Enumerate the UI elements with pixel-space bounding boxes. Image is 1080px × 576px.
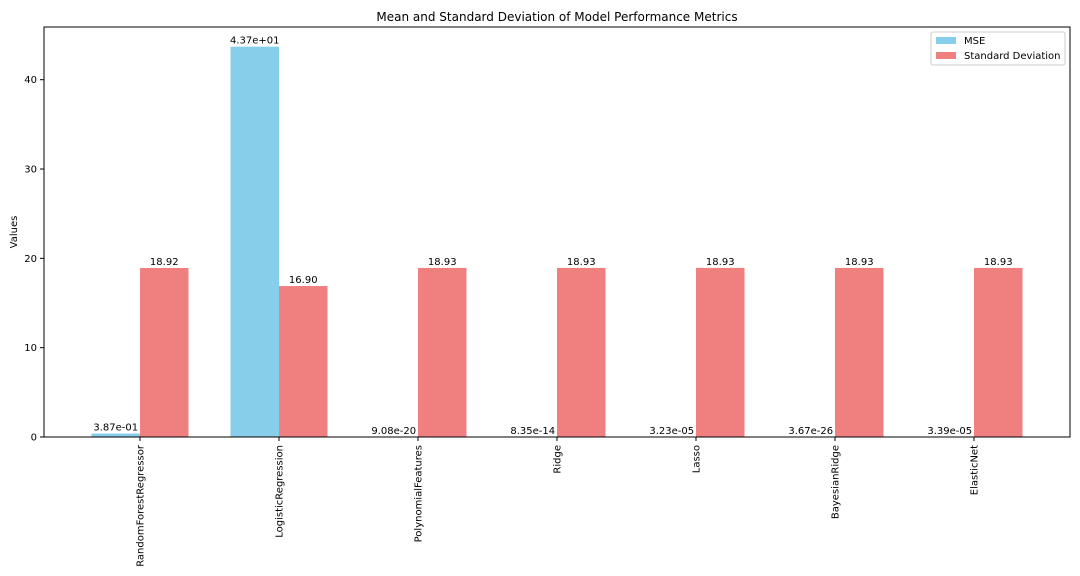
label-std-7: 18.93 [984, 257, 1013, 268]
bar-std-6 [835, 267, 884, 437]
y-axis-label: Values [9, 216, 20, 249]
label-mse-2: 4.37e+01 [230, 36, 280, 47]
x-tick-label-4: Ridge [553, 445, 564, 474]
y-tick-label-1: 0 [31, 433, 37, 444]
y-tick-label-2: 10 [24, 343, 37, 354]
y-tick-label-4: 30 [24, 165, 37, 176]
bar-std-2 [279, 286, 328, 437]
bar-std-3 [418, 267, 467, 437]
bar-mse-2 [230, 46, 279, 437]
label-std-3: 18.93 [428, 257, 457, 268]
bar-std-7 [974, 267, 1023, 437]
x-tick-label-1: RandomForestRegressor [136, 444, 147, 567]
label-mse-6: 3.67e-26 [788, 426, 833, 437]
x-tick-label-6: BayesianRidge [831, 445, 842, 519]
bar-labels-group: 3.87e-01 18.92 4.37e+01 16.90 9.08e-20 18.93 8… [93, 36, 1012, 437]
legend-box [930, 31, 1066, 66]
legend-swatch-1 [936, 37, 956, 44]
x-tick-label-3: PolynomialFeatures [414, 445, 425, 542]
label-mse-1: 3.87e-01 [93, 423, 138, 434]
label-std-6: 18.93 [845, 257, 874, 268]
label-mse-4: 8.35e-14 [510, 426, 555, 437]
x-tick-label-7: ElasticNet [970, 445, 981, 495]
label-std-5: 18.93 [706, 257, 735, 268]
chart-title: Mean and Standard Deviation of Model Per… [376, 10, 737, 24]
x-tick-label-2: LogisticRegression [275, 445, 286, 538]
y-tick-label-5: 40 [24, 75, 37, 86]
bar-std-1 [140, 267, 189, 437]
y-tick-label-3: 20 [24, 254, 37, 265]
label-mse-5: 3.23e-05 [649, 426, 694, 437]
label-mse-3: 9.08e-20 [371, 426, 416, 437]
legend: MSE Standard Deviation [930, 31, 1066, 66]
bar-std-4 [557, 267, 606, 437]
plot-frame [43, 26, 1071, 438]
legend-label-2: Standard Deviation [964, 51, 1061, 62]
bar-mse-1 [91, 433, 140, 437]
y-axis: 0 10 20 30 40 [24, 75, 44, 444]
legend-swatch-2 [936, 52, 956, 59]
label-std-4: 18.93 [567, 257, 596, 268]
bar-std-5 [696, 267, 745, 437]
label-std-1: 18.92 [150, 257, 179, 268]
legend-label-1: MSE [964, 36, 985, 47]
label-std-2: 16.90 [289, 275, 318, 286]
x-axis: RandomForestRegressor LogisticRegression P… [136, 437, 981, 567]
label-mse-7: 3.39e-05 [927, 426, 972, 437]
bars-group [91, 46, 1023, 437]
x-tick-label-5: Lasso [692, 445, 703, 473]
